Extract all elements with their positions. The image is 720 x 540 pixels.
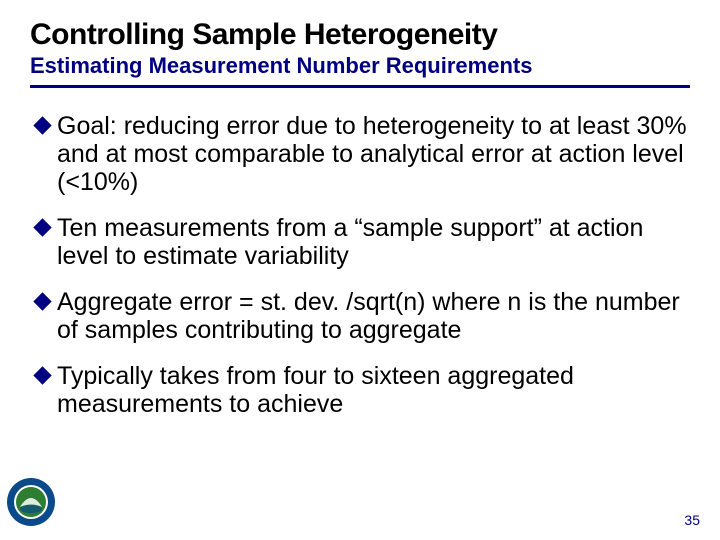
list-item: Typically takes from four to sixteen agg… [36, 362, 690, 418]
diamond-icon [33, 219, 51, 237]
bullet-text: Goal: reducing error due to heterogeneit… [57, 112, 690, 196]
title-underline [30, 85, 690, 88]
list-item: Goal: reducing error due to heterogeneit… [36, 112, 690, 196]
slide-subtitle: Estimating Measurement Number Requiremen… [30, 53, 690, 79]
bullet-text: Typically takes from four to sixteen agg… [57, 362, 690, 418]
slide-container: Controlling Sample Heterogeneity Estimat… [0, 0, 720, 540]
diamond-icon [33, 293, 51, 311]
page-number: 35 [684, 512, 700, 528]
list-item: Ten measurements from a “sample support”… [36, 214, 690, 270]
list-item: Aggregate error = st. dev. /sqrt(n) wher… [36, 288, 690, 344]
diamond-icon [33, 117, 51, 135]
diamond-icon [33, 367, 51, 385]
epa-logo-icon [6, 477, 56, 532]
bullet-list: Goal: reducing error due to heterogeneit… [30, 112, 690, 418]
slide-title: Controlling Sample Heterogeneity [30, 18, 690, 51]
bullet-text: Ten measurements from a “sample support”… [57, 214, 690, 270]
bullet-text: Aggregate error = st. dev. /sqrt(n) wher… [57, 288, 690, 344]
